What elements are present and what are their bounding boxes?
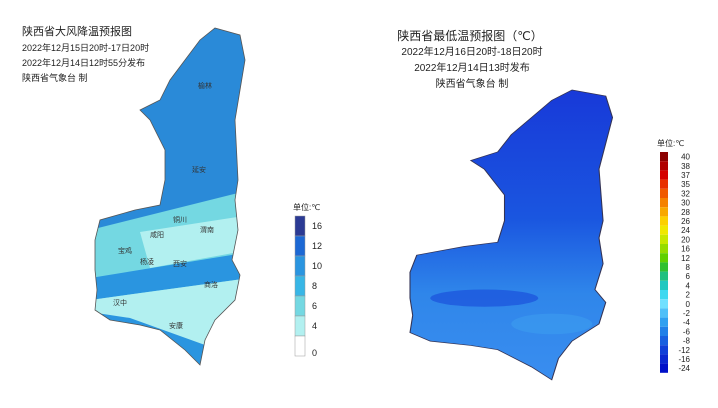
legend-swatch [660,152,668,162]
legend-swatch [660,207,668,217]
legend-label: 37 [681,171,690,180]
legend-swatch [294,255,306,277]
city-label: 咸阳 [150,230,164,239]
legend-label: 38 [681,162,690,171]
legend-label: 24 [681,226,690,235]
legend-label: 8 [686,263,691,272]
legend-label: -8 [683,337,691,346]
legend-swatch [660,354,668,364]
city-label: 商洛 [204,280,218,289]
legend-swatch [660,299,668,309]
legend-label: 28 [681,208,690,217]
legend-swatch [660,234,668,244]
issued: 2022年12月14日13时发布 [414,61,530,74]
legend-swatch [660,271,668,281]
legend-label: 35 [681,180,690,189]
legend-swatch [660,308,668,318]
legend-label: 6 [312,301,317,311]
time-range: 2022年12月16日20时-18日20时 [401,45,542,58]
city-label: 渭南 [200,225,214,234]
legend-swatch [660,290,668,300]
city-label: 安康 [169,321,183,330]
legend-label: 16 [312,221,322,231]
legend-swatch [660,326,668,336]
legend-swatch [660,216,668,226]
city-label: 宝鸡 [118,246,132,255]
city-label: 榆林 [198,81,212,90]
legend-swatch [660,225,668,235]
legend-unit: 单位:℃ [657,138,684,148]
legend-label: 4 [312,321,317,331]
legend-swatch [660,244,668,254]
legend-swatch [660,179,668,189]
legend-unit: 单位:℃ [293,202,320,212]
legend-swatch [660,253,668,263]
city-label: 延安 [192,165,206,174]
legend-swatch [660,317,668,327]
legend-label: 4 [686,281,691,290]
legend-swatch [660,280,668,290]
city-label: 铜川 [173,215,187,224]
issuer: 陕西省气象台 制 [22,72,88,83]
legend-swatch [660,188,668,198]
legend-label: 12 [312,241,322,251]
time-range: 2022年12月15日20时-17日20时 [22,42,149,53]
legend-label: 6 [686,272,691,281]
legend-label: -4 [683,318,691,327]
legend-label: 2 [686,291,691,300]
legend-swatch [294,315,306,337]
legend-label: 40 [681,153,690,162]
city-label: 杨凌 [140,257,154,266]
legend-label: 10 [312,261,322,271]
legend-label: 16 [681,245,690,254]
legend-swatch [294,215,306,237]
city-label: 汉中 [113,298,127,307]
legend-label: -24 [678,364,690,373]
legend-swatch [660,161,668,171]
legend-label: 20 [681,235,690,244]
issuer: 陕西省气象台 制 [436,77,509,90]
legend-swatch [660,262,668,272]
legend-swatch [660,363,668,373]
legend-label: 0 [686,300,691,309]
legend-swatch [660,336,668,346]
legend-swatch [660,170,668,180]
legend-swatch [294,295,306,317]
legend-swatch [660,345,668,355]
left-map [94,27,246,366]
legend-label: -6 [683,327,691,336]
legend-label: 12 [681,254,690,263]
legend-label: 8 [312,281,317,291]
legend-label: 30 [681,199,690,208]
title: 陕西省最低温预报图（℃） [397,28,542,43]
legend-label: 26 [681,217,690,226]
issued: 2022年12月14日12时55分发布 [22,57,145,68]
legend-swatch [294,275,306,297]
legend-label: -16 [678,355,690,364]
city-label: 西安 [173,259,187,268]
right-map [409,89,614,381]
legend-swatch [294,235,306,257]
legend-label: 0 [312,348,317,358]
legend-swatch [660,198,668,208]
legend-label: -12 [678,346,690,355]
legend-label: 32 [681,189,690,198]
legend-swatch [294,335,306,357]
title: 陕西省大风降温预报图 [22,24,132,38]
legend-label: -2 [683,309,691,318]
